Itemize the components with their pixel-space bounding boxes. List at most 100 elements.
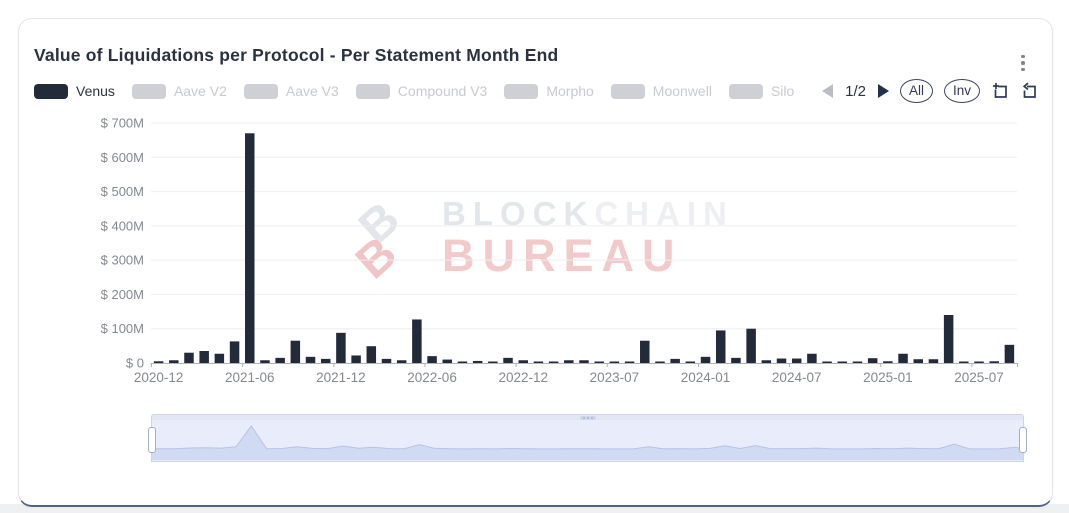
navigator-area [152, 426, 1023, 460]
bar-2023-04[interactable] [564, 360, 574, 363]
bar-2022-12[interactable] [518, 360, 528, 363]
bar-2024-09[interactable] [822, 361, 832, 364]
x-axis-tick-label: 2022-06 [407, 370, 457, 385]
navigator-right-handle[interactable] [1019, 427, 1027, 453]
bar-2025-05[interactable] [943, 315, 954, 363]
bar-2024-01[interactable] [700, 356, 711, 363]
bar-2021-11[interactable] [320, 358, 331, 363]
bar-2022-09[interactable] [472, 360, 483, 363]
bar-2023-11[interactable] [670, 358, 680, 363]
bar-2022-01[interactable] [351, 355, 361, 363]
select-all-button[interactable]: All [899, 78, 933, 104]
legend-item-label: Compound V3 [397, 83, 488, 99]
legend-item-aave-v2[interactable]: Aave V2 [131, 83, 227, 99]
bar-2021-05[interactable] [229, 341, 240, 363]
zoom-reset-icon[interactable] [1020, 82, 1038, 100]
bar-2025-02[interactable] [898, 353, 908, 363]
bar-2020-12[interactable] [153, 361, 164, 363]
legend-item-moonwell[interactable]: Moonwell [610, 83, 712, 99]
bar-2024-05[interactable] [761, 360, 772, 363]
bar-2022-05[interactable] [412, 319, 422, 363]
legend-swatch [610, 83, 645, 99]
bar-2023-07[interactable] [609, 361, 620, 364]
bar-2023-12[interactable] [685, 361, 696, 364]
bar-2021-10[interactable] [305, 356, 316, 363]
legend-prev-page-icon[interactable] [822, 84, 834, 98]
bar-2024-11[interactable] [852, 361, 863, 364]
x-axis-tick-label: 2022-12 [498, 370, 548, 385]
bar-2024-03[interactable] [731, 357, 741, 363]
legend-item-silo[interactable]: Silo [728, 83, 794, 99]
bar-2022-06[interactable] [427, 356, 437, 363]
navigator-grip-icon[interactable] [579, 416, 596, 420]
bar-2025-03[interactable] [913, 359, 923, 363]
bar-2021-03[interactable] [199, 351, 209, 363]
bar-2021-02[interactable] [184, 352, 194, 363]
bar-2025-01[interactable] [883, 361, 893, 363]
legend-toolbar: Venus Aave V2 Aave V3 Compound V3 Morpho Moon… [34, 78, 1038, 104]
bar-2023-08[interactable] [624, 361, 635, 364]
legend-next-page-icon[interactable] [877, 84, 889, 98]
y-axis-tick-label: $ 100M [101, 321, 144, 336]
bar-2025-07[interactable] [974, 361, 984, 364]
kebab-menu-icon[interactable] [1016, 50, 1030, 76]
x-axis-tick-label: 2025-01 [863, 370, 913, 385]
bar-2025-09[interactable] [1004, 344, 1015, 363]
bar-2022-11[interactable] [503, 357, 513, 363]
bar-2022-10[interactable] [488, 361, 498, 364]
bar-2023-10[interactable] [655, 361, 665, 364]
x-axis-tick-label: 2020-12 [134, 370, 184, 385]
bar-2024-10[interactable] [837, 361, 848, 364]
legend-item-label: Morpho [546, 83, 594, 99]
bar-2024-04[interactable] [746, 328, 756, 363]
navigator-track[interactable] [148, 420, 1027, 462]
bar-2024-06[interactable] [776, 358, 787, 363]
bar-2021-07[interactable] [260, 360, 270, 363]
bar-2021-04[interactable] [214, 353, 225, 363]
navigator-drag-strip[interactable] [151, 414, 1024, 420]
bar-2022-07[interactable] [442, 359, 453, 363]
y-axis-tick-label: $ 600M [101, 150, 144, 165]
bar-2024-02[interactable] [715, 330, 726, 363]
navigator-left-handle[interactable] [148, 427, 156, 453]
x-axis-tick-label: 2025-07 [954, 370, 1004, 385]
bar-2025-08[interactable] [989, 361, 999, 363]
bar-2021-01[interactable] [169, 360, 179, 363]
legend-item-venus[interactable]: Venus [34, 83, 115, 99]
bar-2025-04[interactable] [928, 359, 939, 363]
x-axis-tick-label: 2023-07 [590, 370, 640, 385]
bar-2023-03[interactable] [548, 361, 559, 364]
bar-2022-08[interactable] [457, 361, 468, 364]
y-axis-tick-label: $ 200M [101, 287, 144, 302]
bar-2021-08[interactable] [275, 357, 285, 363]
bar-2021-12[interactable] [336, 332, 346, 363]
bar-2022-03[interactable] [381, 358, 392, 363]
legend-swatch [243, 83, 278, 99]
bar-2025-06[interactable] [959, 361, 969, 364]
legend-item-compound-v3[interactable]: Compound V3 [355, 83, 488, 99]
bar-2021-09[interactable] [290, 340, 301, 363]
legend-item-aave-v3[interactable]: Aave V3 [243, 83, 339, 99]
legend-swatch [131, 83, 166, 99]
legend-swatch [504, 83, 539, 99]
x-axis-tick-label: 2021-12 [316, 370, 366, 385]
invert-selection-button[interactable]: Inv [943, 78, 980, 104]
bar-2023-05[interactable] [579, 360, 589, 363]
bar-2023-02[interactable] [533, 361, 544, 364]
bar-2021-06[interactable] [245, 133, 255, 363]
bar-2024-12[interactable] [867, 358, 878, 363]
bar-2023-06[interactable] [594, 361, 604, 364]
bar-2024-08[interactable] [807, 353, 817, 363]
legend-item-label: Aave V2 [173, 83, 227, 99]
y-axis-tick-label: $ 700M [101, 116, 144, 131]
legend-item-morpho[interactable]: Morpho [504, 83, 594, 99]
x-axis-tick-label: 2024-07 [772, 370, 822, 385]
data-zoom-navigator[interactable] [148, 414, 1027, 463]
y-axis-tick-label: $ 300M [101, 253, 144, 268]
bar-2022-02[interactable] [366, 346, 377, 363]
bar-2022-04[interactable] [396, 360, 407, 363]
zoom-select-icon[interactable] [991, 82, 1009, 100]
bar-2024-07[interactable] [791, 358, 802, 363]
bar-2023-09[interactable] [640, 340, 650, 363]
